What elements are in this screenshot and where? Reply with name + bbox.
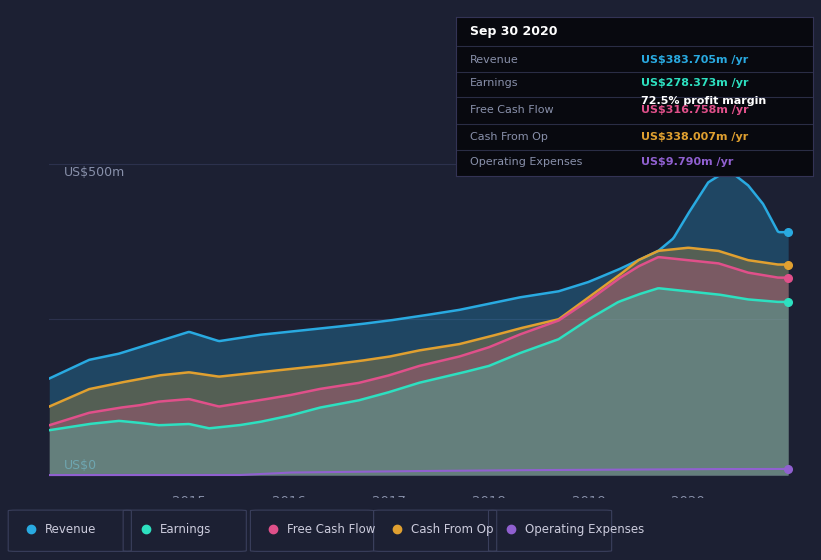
Text: Revenue: Revenue bbox=[45, 522, 97, 536]
Text: US$383.705m /yr: US$383.705m /yr bbox=[641, 55, 749, 65]
Text: US$9.790m /yr: US$9.790m /yr bbox=[641, 157, 734, 167]
Text: US$0: US$0 bbox=[64, 459, 98, 472]
Text: 72.5% profit margin: 72.5% profit margin bbox=[641, 96, 767, 106]
Text: Cash From Op: Cash From Op bbox=[470, 132, 548, 142]
Text: Free Cash Flow: Free Cash Flow bbox=[470, 105, 553, 115]
Text: Operating Expenses: Operating Expenses bbox=[525, 522, 644, 536]
Text: Earnings: Earnings bbox=[470, 78, 518, 88]
Text: US$278.373m /yr: US$278.373m /yr bbox=[641, 78, 749, 88]
Text: Cash From Op: Cash From Op bbox=[410, 522, 493, 536]
Text: US$500m: US$500m bbox=[64, 166, 126, 179]
Text: Operating Expenses: Operating Expenses bbox=[470, 157, 582, 167]
Text: Free Cash Flow: Free Cash Flow bbox=[287, 522, 376, 536]
Text: Sep 30 2020: Sep 30 2020 bbox=[470, 25, 557, 38]
Text: Revenue: Revenue bbox=[470, 55, 519, 65]
Text: US$316.758m /yr: US$316.758m /yr bbox=[641, 105, 749, 115]
Text: Earnings: Earnings bbox=[160, 522, 212, 536]
Text: US$338.007m /yr: US$338.007m /yr bbox=[641, 132, 749, 142]
